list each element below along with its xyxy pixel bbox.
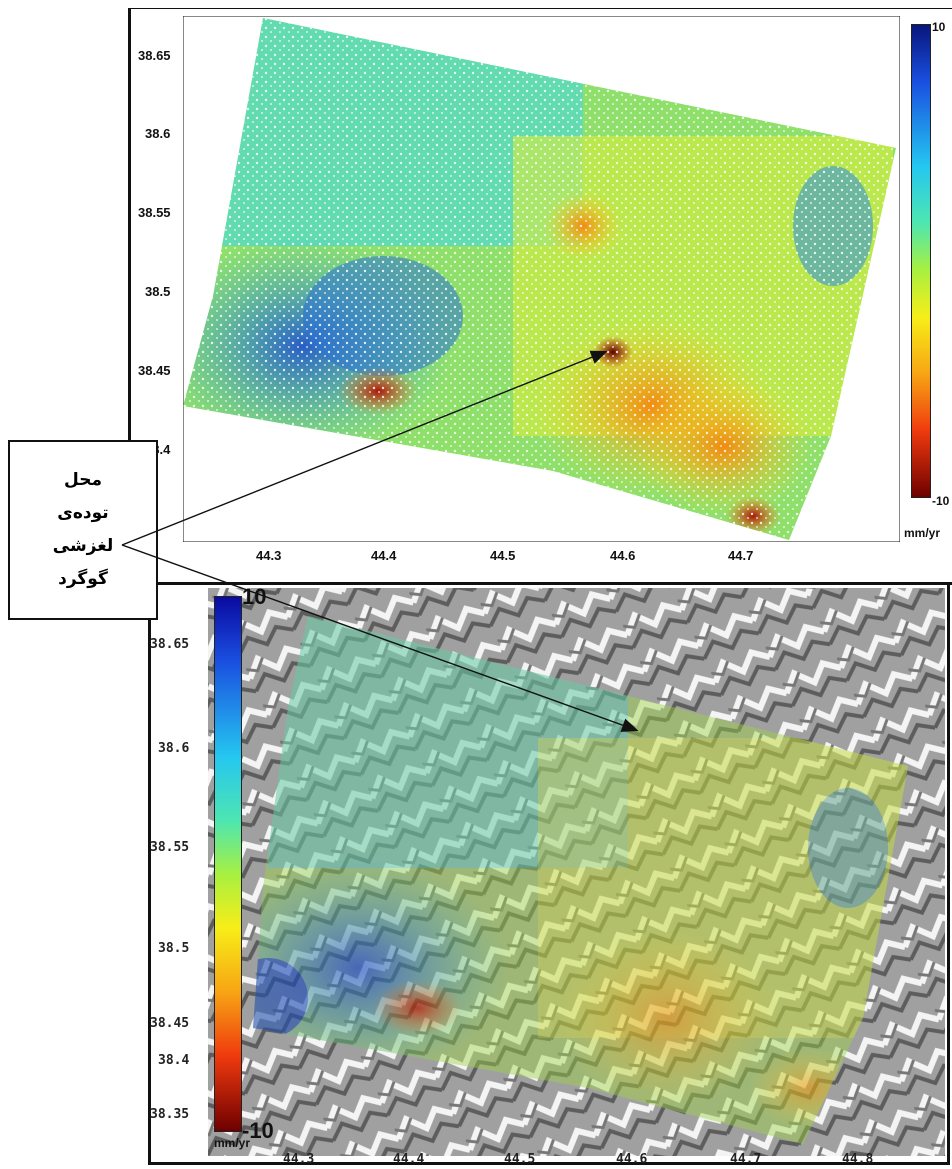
- top-x-tick: 44.5: [490, 548, 516, 563]
- callout-line: توده‌ی: [57, 503, 109, 523]
- bottom-x-tick: 44.6: [616, 1152, 648, 1167]
- bottom-colorbar-unit: mm/yr: [214, 1136, 251, 1150]
- top-map-plot: [183, 16, 900, 542]
- bottom-colorbar-max-label: 10: [242, 584, 267, 609]
- bottom-map-frame: [148, 583, 950, 1165]
- top-y-tick: 38.5: [145, 284, 171, 299]
- bottom-colorbar: [214, 596, 242, 1132]
- top-x-tick: 44.3: [256, 548, 282, 563]
- top-x-tick: 44.4: [371, 548, 397, 563]
- top-y-tick: 38.55: [138, 205, 171, 220]
- top-y-tick: 38.6: [145, 126, 171, 141]
- bottom-y-tick: 38.35: [150, 1107, 190, 1122]
- bottom-y-tick: 38.55: [150, 840, 190, 855]
- top-colorbar-min-label: -10: [932, 494, 950, 508]
- bottom-y-tick: 38.65: [150, 637, 190, 652]
- bottom-y-tick: 38.6: [158, 741, 190, 756]
- callout-line: لغزشی: [52, 536, 114, 556]
- top-y-tick: 38.65: [138, 48, 171, 63]
- bottom-x-tick: 44.3: [283, 1152, 315, 1167]
- bottom-x-tick: 44.8: [842, 1152, 874, 1167]
- top-y-tick: 38.45: [138, 363, 171, 378]
- bottom-x-tick: 44.5: [504, 1152, 536, 1167]
- top-x-tick: 44.6: [610, 548, 636, 563]
- callout-box: محل توده‌ی لغزشی گوگرد: [8, 440, 158, 620]
- bottom-y-tick: 38.4: [158, 1053, 190, 1068]
- bottom-y-tick: 38.45: [150, 1016, 190, 1031]
- callout-line: گوگرد: [58, 569, 108, 589]
- callout-line: محل: [64, 470, 102, 490]
- top-colorbar-max-label: 10: [932, 20, 946, 34]
- bottom-y-tick: 38.5: [158, 941, 190, 956]
- bottom-x-tick: 44.7: [730, 1152, 762, 1167]
- top-x-tick: 44.7: [728, 548, 754, 563]
- bottom-colorbar-min-label: -10: [242, 1118, 274, 1143]
- top-colorbar: [911, 24, 931, 498]
- top-colorbar-unit: mm/yr: [904, 526, 941, 540]
- bottom-x-tick: 44.4: [393, 1152, 425, 1167]
- bottom-map-plot: [208, 588, 945, 1156]
